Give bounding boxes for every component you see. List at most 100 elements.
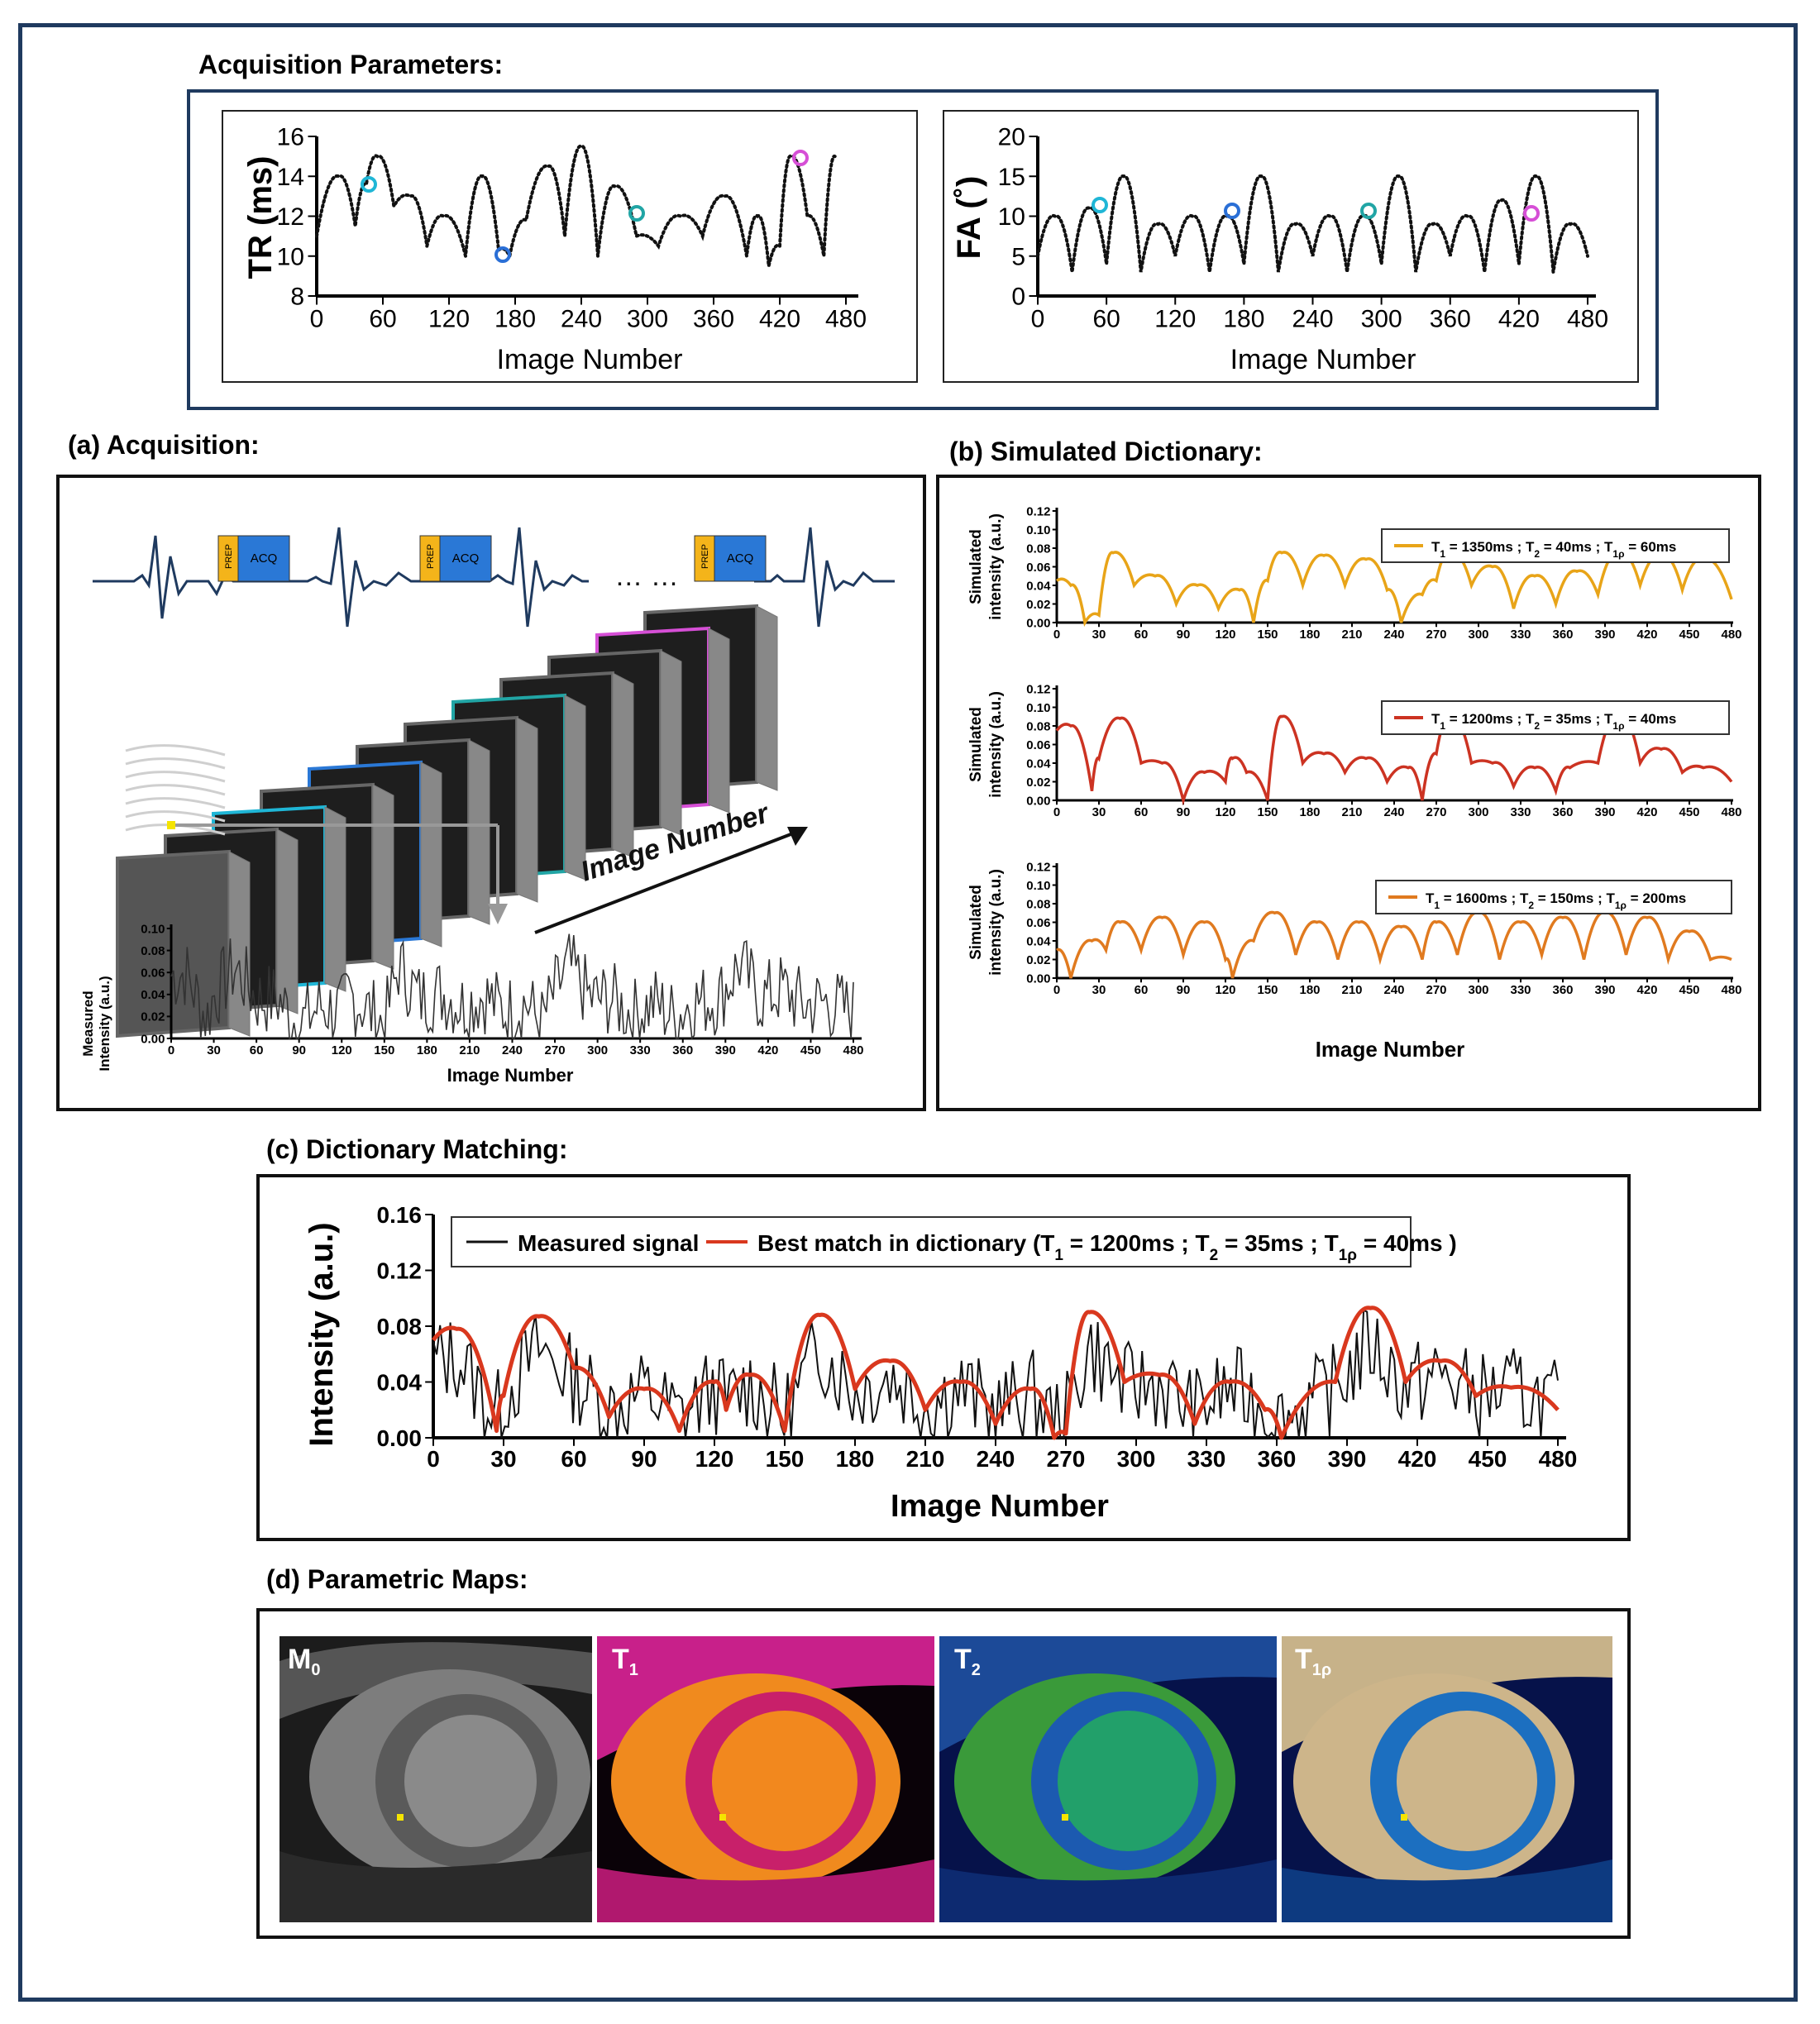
map-t2 xyxy=(939,1636,1277,1922)
meas-xtick-label: 390 xyxy=(715,1043,736,1057)
tr-xtick-label: 240 xyxy=(561,306,602,333)
dict1-xtick-label: 240 xyxy=(1383,628,1404,642)
legend2-t2-val: = 35ms ; T xyxy=(1540,711,1613,727)
fa-marker-teal xyxy=(1360,203,1377,219)
tr-marker-teal xyxy=(628,205,645,222)
match-xtick-label: 240 xyxy=(977,1446,1015,1472)
dict3-xtick-label: 0 xyxy=(1053,983,1060,997)
t1r-label: T1ρ xyxy=(1295,1644,1332,1679)
dict-legend-2: T1 = 1200ms ; T2 = 35ms ; T1ρ = 40ms xyxy=(1381,700,1730,735)
dict3-ytick-label: 0.00 xyxy=(1026,971,1050,986)
t2-pixel-marker xyxy=(1062,1814,1068,1821)
map-t1r xyxy=(1282,1636,1612,1922)
meas-xtick-label: 270 xyxy=(545,1043,566,1057)
image-number-arrow xyxy=(534,828,805,934)
acquisition-title: (a) Acquisition: xyxy=(68,430,260,460)
matching-best-line xyxy=(431,1306,1560,1440)
meas-ytick-label: 0.08 xyxy=(141,944,165,958)
tr-plot: TR (ms) 8 10 12 14 16 0 60 120 180 240 300 360 420 4… xyxy=(222,110,918,383)
matching-y-label: Intensity (a.u.) xyxy=(303,1222,340,1446)
ecg-trace xyxy=(93,527,589,628)
dict3-curve xyxy=(1055,910,1732,979)
dict2-xticks: 0 30 60 90 120 150 180 210 240 270 300 330 360 390 420… xyxy=(1053,800,1742,819)
dict1-xtick-label: 0 xyxy=(1053,628,1060,642)
acq-params-frame xyxy=(187,89,1659,410)
dict1-ytick-label: 0.06 xyxy=(1026,561,1050,575)
dict1-xtick-label: 210 xyxy=(1341,628,1362,642)
meas-xtick-label: 480 xyxy=(843,1043,863,1057)
tr-xtick-label: 180 xyxy=(494,306,536,333)
dict3-xtick-label: 270 xyxy=(1426,983,1446,997)
legend3-t1r-val: = 200ms xyxy=(1627,890,1686,906)
t1r-pixel-marker xyxy=(1401,1814,1407,1821)
dict3-xtick-label: 240 xyxy=(1383,983,1404,997)
dict2-ytick-label: 0.12 xyxy=(1026,682,1050,696)
dict1-ytick-label: 0.12 xyxy=(1026,504,1050,518)
match-xtick-label: 390 xyxy=(1328,1446,1367,1472)
meas-xtick-label: 60 xyxy=(250,1043,264,1057)
dict3-y-label-2: intensity (a.u.) xyxy=(987,869,1005,976)
meas-xtick-label: 0 xyxy=(168,1043,174,1057)
dict1-xtick-label: 420 xyxy=(1636,628,1657,642)
outer-frame xyxy=(18,23,1798,2002)
legend2-t1: T xyxy=(1431,711,1440,727)
dict3-xtick-label: 90 xyxy=(1177,983,1191,997)
dict3-xtick-label: 450 xyxy=(1679,983,1699,997)
dict1-y-label-1: Simulated xyxy=(967,529,985,604)
match-ytick-label: 0.12 xyxy=(377,1258,423,1283)
legend3-t1: T xyxy=(1426,890,1435,906)
dict1-xtick-label: 30 xyxy=(1092,628,1106,642)
dictionary-title: (b) Simulated Dictionary: xyxy=(949,437,1263,466)
measured-y-label-1: Measured xyxy=(80,991,96,1056)
match-xtick-label: 420 xyxy=(1398,1446,1437,1472)
dict2-xtick-label: 0 xyxy=(1053,805,1060,819)
dict1-xtick-label: 300 xyxy=(1468,628,1488,642)
acquisition-frame xyxy=(56,475,926,1111)
dict1-xtick-label: 270 xyxy=(1426,628,1446,642)
legend2-t1-sub: 1 xyxy=(1440,720,1445,732)
fa-xtick-label: 240 xyxy=(1292,306,1333,333)
dict2-xtick-label: 150 xyxy=(1257,805,1278,819)
fa-plot-frame xyxy=(943,110,1639,383)
dict1-xtick-label: 480 xyxy=(1721,628,1741,642)
dictionary-frame xyxy=(936,475,1761,1111)
fa-marker-cyan xyxy=(1092,197,1108,213)
image-frame-side xyxy=(564,695,586,881)
fa-xtick-label: 420 xyxy=(1498,306,1540,333)
pixel-drop-arrowhead xyxy=(488,904,508,924)
dict1-y-label-2: intensity (a.u.) xyxy=(987,513,1005,620)
meas-ytick-label: 0.10 xyxy=(141,922,165,936)
dict3-ytick-label: 0.08 xyxy=(1026,897,1050,911)
dict2-y-label-2: intensity (a.u.) xyxy=(987,691,1005,798)
dict3-ytick-label: 0.06 xyxy=(1026,916,1050,930)
dict3-yticks: 0.00 0.02 0.04 0.06 0.08 0.10 0.12 xyxy=(1026,860,1057,986)
dict3-xtick-label: 480 xyxy=(1721,983,1741,997)
legend3-t2-val: = 150ms ; T xyxy=(1534,890,1615,906)
match-xtick-label: 300 xyxy=(1117,1446,1156,1472)
pulse-block-2: PREP ACQ xyxy=(419,535,492,582)
match-xtick-label: 210 xyxy=(906,1446,945,1472)
match-ytick-label: 0.08 xyxy=(377,1314,423,1339)
fa-curve xyxy=(1036,174,1589,273)
dict2-ytick-label: 0.02 xyxy=(1026,776,1050,790)
fa-xtick-label: 120 xyxy=(1154,306,1196,333)
image-frame-side xyxy=(660,650,682,836)
dict1-xtick-label: 390 xyxy=(1594,628,1615,642)
measured-x-label: Image Number xyxy=(447,1065,574,1086)
legend-measured: Measured signal xyxy=(518,1230,699,1256)
pulse-block-3: PREP ACQ xyxy=(694,535,767,582)
measured-y-label-2: Intensity (a.u.) xyxy=(97,976,112,1071)
dict2-xtick-label: 30 xyxy=(1092,805,1106,819)
dict3-xtick-label: 150 xyxy=(1257,983,1278,997)
legend-best-end: = 40ms ) xyxy=(1357,1230,1457,1256)
dict1-xtick-label: 180 xyxy=(1299,628,1320,642)
dict3-ytick-label: 0.02 xyxy=(1026,953,1050,967)
fa-xtick-label: 0 xyxy=(1031,306,1045,333)
acquisition-panel: PREP ACQ PREP ACQ … … PREP ACQ Image Num… xyxy=(80,527,895,1086)
legend1-t1r-sub: 1ρ xyxy=(1612,548,1624,560)
matching-legend: Measured signal Best match in dictionary… xyxy=(451,1216,1457,1267)
image-texture xyxy=(125,744,226,757)
dict3-ytick-label: 0.10 xyxy=(1026,879,1050,893)
match-xtick-label: 60 xyxy=(561,1446,586,1472)
dict2-yticks: 0.00 0.02 0.04 0.06 0.08 0.10 0.12 xyxy=(1026,682,1057,808)
